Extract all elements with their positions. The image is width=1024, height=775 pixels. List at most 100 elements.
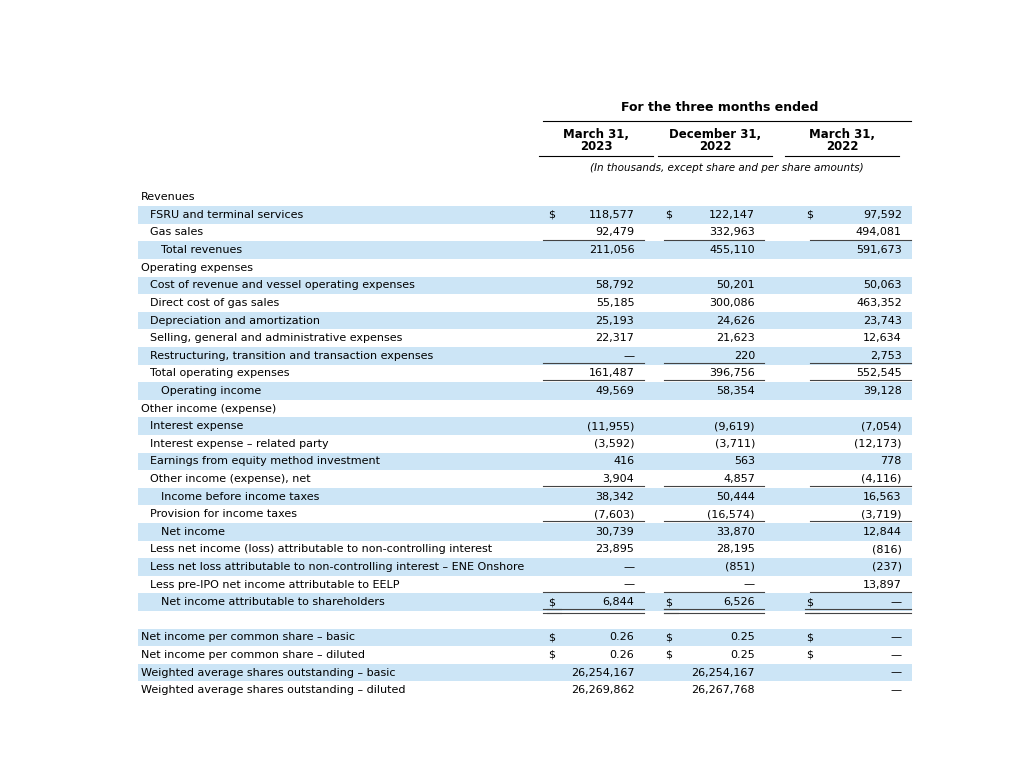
Text: Less net income (loss) attributable to non-controlling interest: Less net income (loss) attributable to n…: [151, 544, 493, 554]
Text: 22,317: 22,317: [595, 333, 634, 343]
Text: 778: 778: [881, 456, 902, 467]
Text: (12,173): (12,173): [854, 439, 902, 449]
Text: 122,147: 122,147: [709, 210, 755, 220]
Text: 220: 220: [733, 351, 755, 360]
Text: 6,844: 6,844: [602, 598, 634, 607]
Text: 2023: 2023: [580, 140, 612, 153]
FancyBboxPatch shape: [137, 312, 912, 329]
Text: —: —: [891, 650, 902, 660]
Text: December 31,: December 31,: [670, 128, 761, 141]
Text: Earnings from equity method investment: Earnings from equity method investment: [151, 456, 380, 467]
Text: 26,254,167: 26,254,167: [691, 667, 755, 677]
Text: Interest expense: Interest expense: [151, 421, 244, 431]
Text: For the three months ended: For the three months ended: [621, 102, 818, 115]
Text: March 31,: March 31,: [809, 128, 876, 141]
Text: Net income per common share – diluted: Net income per common share – diluted: [140, 650, 365, 660]
FancyBboxPatch shape: [137, 453, 912, 470]
Text: —: —: [891, 598, 902, 607]
Text: Depreciation and amortization: Depreciation and amortization: [151, 315, 321, 325]
Text: Weighted average shares outstanding – basic: Weighted average shares outstanding – ba…: [140, 667, 395, 677]
Text: (In thousands, except share and per share amounts): (In thousands, except share and per shar…: [591, 164, 864, 173]
Text: 30,739: 30,739: [596, 527, 634, 537]
Text: 12,634: 12,634: [863, 333, 902, 343]
FancyBboxPatch shape: [137, 241, 912, 259]
Text: 332,963: 332,963: [710, 228, 755, 237]
Text: 38,342: 38,342: [595, 491, 634, 501]
Text: 552,545: 552,545: [856, 368, 902, 378]
Text: (7,603): (7,603): [594, 509, 634, 519]
Text: Direct cost of gas sales: Direct cost of gas sales: [151, 298, 280, 308]
Text: 6,526: 6,526: [723, 598, 755, 607]
Text: 12,844: 12,844: [863, 527, 902, 537]
Text: 25,193: 25,193: [596, 315, 634, 325]
Text: 2022: 2022: [699, 140, 731, 153]
Text: Net income per common share – basic: Net income per common share – basic: [140, 632, 354, 642]
Text: 26,254,167: 26,254,167: [570, 667, 634, 677]
Text: 55,185: 55,185: [596, 298, 634, 308]
Text: 50,444: 50,444: [716, 491, 755, 501]
Text: Cost of revenue and vessel operating expenses: Cost of revenue and vessel operating exp…: [151, 281, 415, 291]
Text: 4,857: 4,857: [723, 474, 755, 484]
Text: 26,267,768: 26,267,768: [691, 685, 755, 695]
Text: 97,592: 97,592: [863, 210, 902, 220]
Text: Other income (expense), net: Other income (expense), net: [151, 474, 311, 484]
Text: 58,354: 58,354: [716, 386, 755, 396]
Text: Operating income: Operating income: [162, 386, 261, 396]
Text: (3,719): (3,719): [861, 509, 902, 519]
FancyBboxPatch shape: [137, 382, 912, 400]
Text: —: —: [891, 685, 902, 695]
Text: 563: 563: [734, 456, 755, 467]
Text: 2022: 2022: [826, 140, 858, 153]
Text: —: —: [891, 667, 902, 677]
Text: 33,870: 33,870: [716, 527, 755, 537]
Text: Provision for income taxes: Provision for income taxes: [151, 509, 297, 519]
FancyBboxPatch shape: [137, 594, 912, 611]
Text: 92,479: 92,479: [595, 228, 634, 237]
Text: (16,574): (16,574): [708, 509, 755, 519]
FancyBboxPatch shape: [137, 558, 912, 576]
Text: —: —: [624, 562, 634, 572]
Text: $: $: [666, 650, 673, 660]
FancyBboxPatch shape: [137, 206, 912, 224]
Text: 23,743: 23,743: [863, 315, 902, 325]
Text: $: $: [666, 210, 673, 220]
Text: 39,128: 39,128: [863, 386, 902, 396]
Text: (851): (851): [725, 562, 755, 572]
Text: Restructuring, transition and transaction expenses: Restructuring, transition and transactio…: [151, 351, 433, 360]
Text: $: $: [666, 632, 673, 642]
Text: $: $: [807, 650, 813, 660]
Text: Net income attributable to shareholders: Net income attributable to shareholders: [162, 598, 385, 607]
Text: 161,487: 161,487: [589, 368, 634, 378]
Text: 26,269,862: 26,269,862: [570, 685, 634, 695]
Text: 50,063: 50,063: [863, 281, 902, 291]
Text: $: $: [549, 210, 556, 220]
Text: 0.25: 0.25: [730, 650, 755, 660]
Text: Less net loss attributable to non-controlling interest – ENE Onshore: Less net loss attributable to non-contro…: [151, 562, 524, 572]
Text: Interest expense – related party: Interest expense – related party: [151, 439, 329, 449]
Text: Revenues: Revenues: [140, 192, 196, 202]
Text: Operating expenses: Operating expenses: [140, 263, 253, 273]
Text: (3,592): (3,592): [594, 439, 634, 449]
Text: Weighted average shares outstanding – diluted: Weighted average shares outstanding – di…: [140, 685, 406, 695]
Text: —: —: [624, 580, 634, 590]
Text: 21,623: 21,623: [716, 333, 755, 343]
Text: $: $: [807, 598, 813, 607]
FancyBboxPatch shape: [137, 664, 912, 681]
Text: 16,563: 16,563: [863, 491, 902, 501]
FancyBboxPatch shape: [137, 629, 912, 646]
Text: (9,619): (9,619): [715, 421, 755, 431]
FancyBboxPatch shape: [137, 347, 912, 364]
FancyBboxPatch shape: [137, 523, 912, 541]
Text: —: —: [624, 351, 634, 360]
Text: $: $: [807, 632, 813, 642]
Text: Income before income taxes: Income before income taxes: [162, 491, 319, 501]
Text: 24,626: 24,626: [716, 315, 755, 325]
Text: —: —: [891, 632, 902, 642]
Text: $: $: [549, 632, 556, 642]
Text: 455,110: 455,110: [710, 245, 755, 255]
Text: Other income (expense): Other income (expense): [140, 404, 275, 414]
Text: Total revenues: Total revenues: [162, 245, 243, 255]
Text: 0.26: 0.26: [609, 632, 634, 642]
Text: $: $: [549, 598, 556, 607]
Text: 211,056: 211,056: [589, 245, 634, 255]
